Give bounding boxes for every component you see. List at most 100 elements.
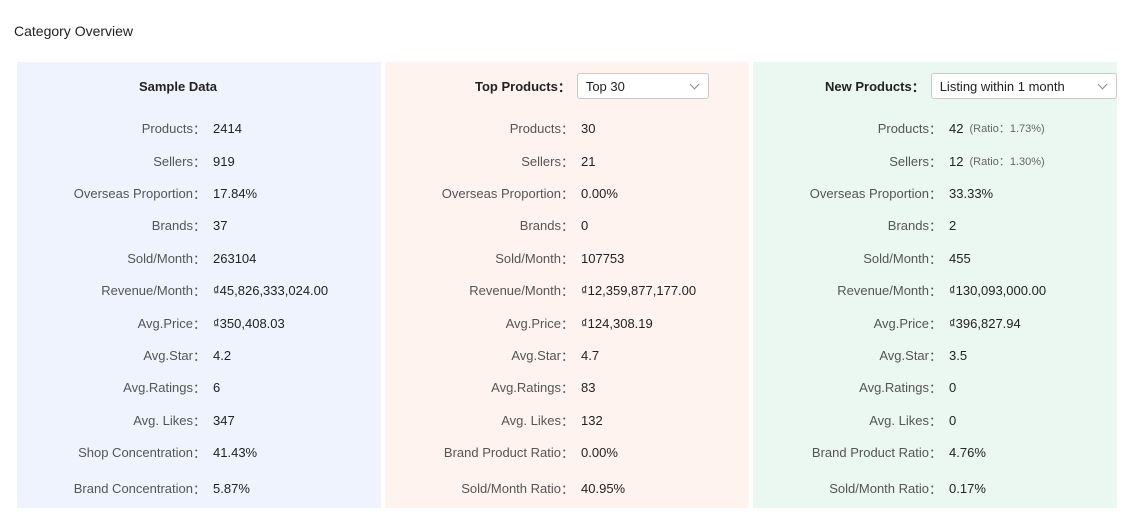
- metric-row: Overseas Proportion： 17.84%: [17, 183, 381, 203]
- colon: ：: [193, 413, 207, 429]
- metric-row: Avg.Star： 4.7: [385, 345, 749, 365]
- metric-row: Brands： 37: [17, 215, 381, 235]
- metric-value: 4.76%: [949, 444, 986, 460]
- overview-panels: Sample Data Products： 2414 Sellers： 919 Over…: [17, 62, 1117, 508]
- metric-row: Avg.Star： 3.5: [753, 345, 1117, 365]
- metric-label: Avg. Likes: [501, 412, 561, 428]
- colon: ：: [193, 445, 207, 461]
- colon: ：: [561, 413, 575, 429]
- metric-label: Products: [509, 120, 561, 136]
- metric-label: Revenue/Month: [837, 282, 929, 298]
- metric-label: Products: [141, 120, 193, 136]
- metric-label: Avg. Likes: [133, 412, 193, 428]
- metric-label: Sold/Month: [127, 250, 193, 266]
- metric-value: 30: [581, 120, 596, 136]
- metric-row: Shop Concentration： 41.43%: [17, 442, 381, 462]
- metric-row: Sold/Month Ratio： 40.95%: [385, 478, 749, 498]
- metric-value: 107753: [581, 250, 625, 266]
- colon: ：: [561, 445, 575, 461]
- metric-value: 40.95%: [581, 480, 626, 496]
- metric-label: Avg. Likes: [869, 412, 929, 428]
- metric-row: Overseas Proportion： 33.33%: [753, 183, 1117, 203]
- colon: ：: [193, 218, 207, 234]
- metric-value: 347: [213, 412, 235, 428]
- colon: ：: [561, 481, 575, 497]
- metric-label: Revenue/Month: [469, 282, 561, 298]
- metric-label: Avg.Price: [505, 315, 561, 331]
- metric-row: Brand Product Ratio： 4.76%: [753, 442, 1117, 462]
- colon: ：: [193, 251, 207, 267]
- colon: ：: [929, 186, 943, 202]
- metric-value: 5.87%: [213, 480, 250, 496]
- sample-data-title: Sample Data: [138, 78, 218, 94]
- metric-value: 4.2: [213, 347, 232, 363]
- metric-value: 83: [581, 379, 596, 395]
- colon: ：: [929, 348, 943, 364]
- colon: ：: [193, 283, 207, 299]
- colon: ：: [929, 154, 943, 170]
- chevron-down-icon: [689, 79, 700, 89]
- metric-row: Avg.Ratings： 6: [17, 377, 381, 397]
- metric-label: Brand Product Ratio: [443, 444, 561, 460]
- metric-row: Avg.Star： 4.2: [17, 345, 381, 365]
- metric-value: 33.33%: [949, 185, 994, 201]
- new-products-label: New Products: [825, 78, 912, 94]
- metric-row: Brands： 2: [753, 215, 1117, 235]
- metric-value: 132: [581, 412, 603, 428]
- colon: ：: [561, 154, 575, 170]
- colon: ：: [929, 283, 943, 299]
- colon: ：: [193, 380, 207, 396]
- colon: ：: [561, 283, 575, 299]
- metric-value: 2414: [213, 120, 242, 136]
- metric-value: 0: [949, 379, 957, 395]
- new-products-select[interactable]: Listing within 1 month: [930, 73, 1117, 99]
- colon: ：: [929, 380, 943, 396]
- metric-value: 0: [581, 217, 589, 233]
- metric-label: Brands: [519, 217, 561, 233]
- metric-value: ₫350,408.03: [213, 315, 285, 331]
- metric-value: 919: [213, 153, 235, 169]
- metric-value: ₫12,359,877,177.00: [581, 282, 697, 298]
- metric-row: Avg. Likes： 132: [385, 410, 749, 430]
- metric-value: 41.43%: [213, 444, 258, 460]
- metric-value: 0.00%: [581, 185, 618, 201]
- metric-label: Overseas Proportion: [809, 185, 929, 201]
- metric-label: Brands: [887, 217, 929, 233]
- metric-row: Overseas Proportion： 0.00%: [385, 183, 749, 203]
- metric-row: Sold/Month： 263104: [17, 248, 381, 268]
- metric-value: ₫130,093,000.00: [949, 282, 1047, 298]
- metric-label: Brands: [151, 217, 193, 233]
- top-products-panel: Top Products： Top 30 Products： 30 Sellers：…: [385, 62, 749, 508]
- new-products-panel: New Products： Listing within 1 month Pro…: [753, 62, 1117, 508]
- metric-row: Avg.Price： ₫124,308.19: [385, 313, 749, 333]
- metric-row: Products： 2414: [17, 118, 381, 138]
- metric-label: Avg.Ratings: [123, 379, 193, 395]
- metric-row: Sellers： 919: [17, 151, 381, 171]
- metric-label: Avg.Ratings: [859, 379, 929, 395]
- metric-row: Sellers： 12 (Ratio：1.30%): [753, 151, 1117, 171]
- metric-row: Avg. Likes： 0: [753, 410, 1117, 430]
- page-title: Category Overview: [14, 23, 134, 39]
- colon: ：: [193, 348, 207, 364]
- top-products-select[interactable]: Top 30: [576, 73, 709, 99]
- metric-row: Avg. Likes： 347: [17, 410, 381, 430]
- top-products-label: Top Products: [475, 78, 558, 94]
- metric-value: 4.7: [581, 347, 600, 363]
- metric-label: Sold/Month Ratio: [829, 480, 929, 496]
- metric-value: ₫45,826,333,024.00: [213, 282, 329, 298]
- metric-label: Avg.Ratings: [491, 379, 561, 395]
- colon: ：: [561, 186, 575, 202]
- metric-row: Avg.Price： ₫350,408.03: [17, 313, 381, 333]
- colon: ：: [557, 79, 571, 95]
- chevron-down-icon: [1097, 79, 1108, 89]
- metric-value: 2: [949, 217, 957, 233]
- colon: ：: [193, 316, 207, 332]
- metric-label: Avg.Price: [137, 315, 193, 331]
- metric-value: ₫396,827.94: [949, 315, 1021, 331]
- metric-label: Avg.Star: [143, 347, 193, 363]
- metric-value: 17.84%: [213, 185, 258, 201]
- metric-value: 37: [213, 217, 228, 233]
- metric-label: Sold/Month: [863, 250, 929, 266]
- colon: ：: [193, 154, 207, 170]
- colon: ：: [193, 121, 207, 137]
